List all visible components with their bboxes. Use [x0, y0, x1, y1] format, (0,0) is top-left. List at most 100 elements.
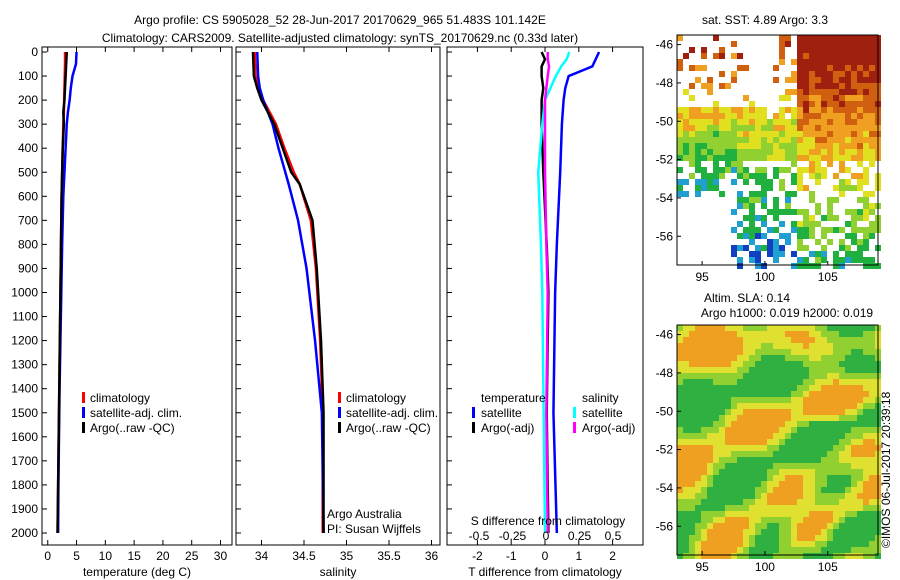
- map-cell: [701, 53, 707, 59]
- map-cell: [857, 403, 863, 409]
- map-cell: [809, 173, 815, 179]
- map-cell: [839, 337, 845, 343]
- map-cell: [677, 131, 683, 137]
- map-cell: [731, 245, 737, 251]
- map-cell: [863, 239, 869, 245]
- map-cell: [713, 355, 719, 361]
- map-cell: [701, 83, 707, 89]
- map-cell: [767, 361, 773, 367]
- map-cell: [779, 529, 785, 535]
- map-cell: [839, 523, 845, 529]
- map-cell: [683, 107, 689, 113]
- map-cell: [827, 505, 833, 511]
- map-cell: [851, 355, 857, 361]
- map-cell: [749, 137, 755, 143]
- map-cell: [851, 535, 857, 541]
- y-tick-label: -48: [656, 76, 674, 90]
- map-cell: [791, 125, 797, 131]
- map-cell: [827, 367, 833, 373]
- map-cell: [773, 385, 779, 391]
- map-cell: [767, 547, 773, 553]
- map-cell: [851, 59, 857, 65]
- map-cell: [815, 511, 821, 517]
- map-cell: [749, 469, 755, 475]
- map-cell: [743, 107, 749, 113]
- map-cell: [869, 119, 875, 125]
- map-cell: [803, 35, 809, 41]
- map-cell: [683, 373, 689, 379]
- map-cell: [725, 137, 731, 143]
- map-cell: [743, 481, 749, 487]
- map-cell: [791, 379, 797, 385]
- map-cell: [713, 125, 719, 131]
- map-cell: [701, 131, 707, 137]
- map-cell: [785, 487, 791, 493]
- map-cell: [773, 511, 779, 517]
- map-cell: [689, 505, 695, 511]
- map-cell: [701, 379, 707, 385]
- map-cell: [809, 233, 815, 239]
- map-cell: [761, 463, 767, 469]
- map-cell: [731, 541, 737, 547]
- map-cell: [785, 119, 791, 125]
- y-tick-label: 1400: [11, 382, 38, 396]
- map-cell: [719, 149, 725, 155]
- map-cell: [749, 433, 755, 439]
- legend-swatch: [82, 422, 85, 433]
- map-cell: [797, 445, 803, 451]
- map-cell: [863, 167, 869, 173]
- map-cell: [707, 119, 713, 125]
- map-cell: [749, 541, 755, 547]
- map-cell: [791, 337, 797, 343]
- map-cell: [713, 523, 719, 529]
- map-cell: [719, 499, 725, 505]
- map-cell: [683, 367, 689, 373]
- map-cell: [869, 263, 875, 269]
- map-cell: [719, 71, 725, 77]
- map-cell: [785, 155, 791, 161]
- map-cell: [719, 451, 725, 457]
- map-cell: [749, 125, 755, 131]
- map-cell: [815, 257, 821, 263]
- map-cell: [827, 397, 833, 403]
- map-cell: [749, 409, 755, 415]
- map-cell: [791, 487, 797, 493]
- map-cell: [845, 391, 851, 397]
- map-cell: [857, 125, 863, 131]
- map-cell: [791, 553, 797, 559]
- map-cell: [683, 325, 689, 331]
- map-cell: [821, 155, 827, 161]
- map-cell: [803, 331, 809, 337]
- map-cell: [809, 415, 815, 421]
- map-cell: [815, 203, 821, 209]
- map-cell: [851, 119, 857, 125]
- map-cell: [863, 83, 869, 89]
- map-cell: [797, 553, 803, 559]
- y-tick-label: 1200: [11, 334, 38, 348]
- map-cell: [773, 379, 779, 385]
- series-line-satellite-adj-clim-: [256, 51, 325, 534]
- map-cell: [827, 349, 833, 355]
- map-cell: [701, 505, 707, 511]
- map-cell: [719, 409, 725, 415]
- map-cell: [827, 499, 833, 505]
- map-cell: [719, 439, 725, 445]
- map-cell: [785, 35, 791, 41]
- map-cell: [725, 439, 731, 445]
- map-cell: [689, 349, 695, 355]
- map-cell: [863, 451, 869, 457]
- map-cell: [719, 337, 725, 343]
- map-cell: [767, 427, 773, 433]
- map-cell: [767, 541, 773, 547]
- map-cell: [845, 373, 851, 379]
- map-cell: [737, 511, 743, 517]
- map-cell: [785, 511, 791, 517]
- map-cell: [677, 553, 683, 559]
- map-cell: [767, 149, 773, 155]
- map-cell: [755, 149, 761, 155]
- map-cell: [719, 469, 725, 475]
- map-cell: [689, 65, 695, 71]
- map-cell: [839, 391, 845, 397]
- map-cell: [809, 391, 815, 397]
- map-cell: [803, 553, 809, 559]
